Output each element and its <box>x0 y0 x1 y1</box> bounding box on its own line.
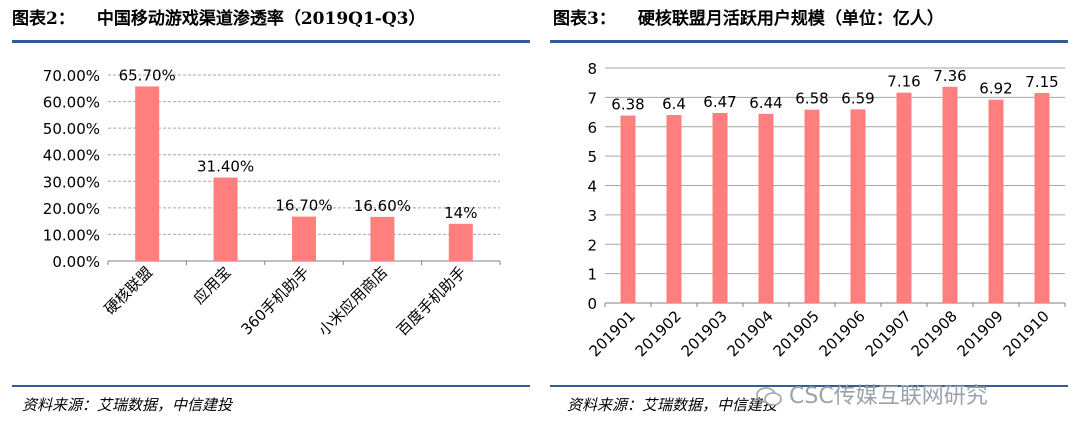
left-category-label: 百度手机助手 <box>393 263 469 339</box>
left-source-note: 资料来源：艾瑞数据，中信建投 <box>22 396 233 414</box>
watermark-text: CSC传媒互联网研究 <box>789 384 988 409</box>
left-ytick-label: 30.00% <box>43 173 100 191</box>
right-bottom-rule <box>550 385 1068 387</box>
right-data-label: 6.47 <box>703 93 736 111</box>
left-chart-panel: 图表2： 中国移动游戏渠道渗透率（2019Q1-Q3） 0.00% 10.00% 20… <box>12 4 530 414</box>
left-category-label: 应用宝 <box>190 263 235 308</box>
left-ytick-label: 0.00% <box>52 253 100 271</box>
left-ytick-label: 10.00% <box>43 226 100 244</box>
left-ytick-label: 20.00% <box>43 200 100 218</box>
right-data-label: 6.4 <box>662 95 686 113</box>
right-ytick-label: 1 <box>587 266 597 284</box>
right-data-label: 6.44 <box>749 94 782 112</box>
right-category-label: 201908 <box>908 307 961 360</box>
right-data-label: 6.59 <box>841 89 874 107</box>
right-source-note: 资料来源：艾瑞数据，中信建投 <box>567 396 778 414</box>
left-bar <box>370 216 395 261</box>
right-title-rule <box>550 40 1068 43</box>
left-chart-title: 图表2： 中国移动游戏渠道渗透率（2019Q1-Q3） <box>12 4 426 29</box>
right-ytick-label: 4 <box>587 178 597 196</box>
left-title-rule <box>12 40 530 43</box>
left-category-label: 小米应用商店 <box>315 263 391 339</box>
right-data-label: 6.38 <box>611 96 644 114</box>
right-ytick-label: 3 <box>587 207 597 225</box>
right-chart-title: 图表3： 硬核联盟月活跃用户规模（单位：亿人） <box>553 4 944 29</box>
right-data-label: 6.58 <box>795 90 828 108</box>
left-chart-title-text: 中国移动游戏渠道渗透率（2019Q1-Q3） <box>96 9 426 29</box>
left-ytick-label: 50.00% <box>43 120 100 138</box>
right-bar <box>712 112 728 303</box>
right-category-label: 201903 <box>678 307 731 360</box>
right-chart-title-text: 硬核联盟月活跃用户规模（单位：亿人） <box>637 9 944 29</box>
left-bar <box>292 216 316 261</box>
right-ytick-label: 2 <box>587 236 597 254</box>
right-category-label: 201910 <box>1000 307 1053 360</box>
right-data-label: 6.92 <box>979 80 1012 98</box>
right-bar-chart: 0 1 2 3 4 5 6 7 8 6.38 201901 6.4 201902 6.47 201903 6.… <box>586 60 1066 360</box>
left-data-label: 14% <box>444 204 477 222</box>
right-ytick-label: 0 <box>587 295 597 313</box>
right-bar <box>942 86 958 303</box>
right-bar <box>758 113 774 303</box>
right-ytick-label: 5 <box>587 148 597 166</box>
right-data-label: 7.15 <box>1025 73 1058 91</box>
left-bar <box>213 177 238 261</box>
right-bar <box>896 92 912 303</box>
right-data-label: 7.16 <box>887 73 920 91</box>
right-data-label: 7.36 <box>933 67 966 85</box>
left-bar <box>135 86 160 261</box>
right-bar <box>620 115 636 304</box>
right-category-label: 201901 <box>586 307 639 360</box>
right-category-label: 201904 <box>724 307 777 360</box>
left-chart-title-prefix: 图表2： <box>12 9 75 29</box>
left-category-label: 硬核联盟 <box>101 263 156 318</box>
right-category-label: 201905 <box>770 307 823 360</box>
right-category-label: 201907 <box>862 307 915 360</box>
right-ytick-label: 8 <box>587 60 597 78</box>
right-bar <box>1034 92 1050 303</box>
right-bar <box>666 115 682 303</box>
right-category-label: 201902 <box>632 307 685 360</box>
right-ytick-label: 7 <box>587 89 597 107</box>
left-data-label: 16.60% <box>354 197 411 215</box>
right-bar <box>804 109 820 304</box>
right-chart-panel: 图表3： 硬核联盟月活跃用户规模（单位：亿人） 0 1 2 3 4 5 6 7 8 6.38 2019… <box>545 0 1080 433</box>
right-ytick-label: 6 <box>587 119 597 137</box>
right-bar <box>850 109 866 303</box>
right-bar <box>988 99 1004 303</box>
left-ytick-label: 70.00% <box>43 67 100 85</box>
left-bottom-rule <box>12 385 530 387</box>
right-category-label: 201906 <box>816 307 869 360</box>
left-ytick-label: 40.00% <box>43 147 100 165</box>
right-chart-title-prefix: 图表3： <box>553 9 616 29</box>
watermark: CSC传媒互联网研究 <box>755 378 988 410</box>
left-data-label: 65.70% <box>119 66 176 84</box>
left-bar-chart: 0.00% 10.00% 20.00% 30.00% 40.00% 50.00% 60.00… <box>43 66 501 339</box>
left-data-label: 16.70% <box>275 197 332 215</box>
chat-bubble-icon <box>756 387 782 406</box>
left-ytick-label: 60.00% <box>43 94 100 112</box>
left-data-label: 31.40% <box>197 158 254 176</box>
left-bar <box>448 223 473 261</box>
right-category-label: 201909 <box>954 307 1007 360</box>
left-category-label: 360手机助手 <box>237 263 312 338</box>
